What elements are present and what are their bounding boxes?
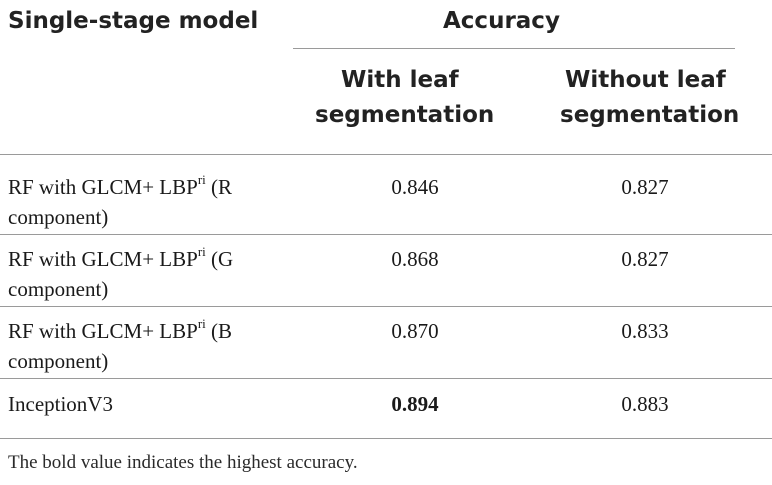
- row-2-model: RF with GLCM+ LBPri (G component): [8, 244, 234, 301]
- accuracy-underline: [293, 48, 735, 49]
- row-3-without: 0.833: [621, 319, 669, 343]
- row-1-model: RF with GLCM+ LBPri (R component): [8, 172, 233, 229]
- row-4-with-highest: 0.894: [391, 392, 439, 416]
- header-bottom-rule: [0, 154, 772, 155]
- row-1-with: 0.846: [391, 175, 439, 199]
- header-without-leaf-line1: Without leaf: [565, 67, 726, 93]
- row-2-rule: [0, 306, 772, 307]
- header-accuracy-label: Accuracy: [443, 8, 560, 34]
- row-1-rule: [0, 234, 772, 235]
- header-with-leaf-line1: With leaf: [341, 67, 459, 93]
- footnote: The bold value indicates the highest acc…: [8, 452, 358, 473]
- row-3-with: 0.870: [391, 319, 439, 343]
- row-4-model: InceptionV3: [8, 392, 113, 416]
- header-model-label: Single-stage model: [8, 8, 259, 34]
- row-3-rule: [0, 378, 772, 379]
- table-bottom-rule: [0, 438, 772, 439]
- row-3-model: RF with GLCM+ LBPri (B component): [8, 316, 233, 373]
- row-2-without: 0.827: [621, 247, 669, 271]
- header-without-leaf-line2: segmentation: [560, 102, 740, 128]
- row-4-without: 0.883: [621, 392, 669, 416]
- row-2-with: 0.868: [391, 247, 439, 271]
- row-1-without: 0.827: [621, 175, 669, 199]
- header-with-leaf-line2: segmentation: [315, 102, 495, 128]
